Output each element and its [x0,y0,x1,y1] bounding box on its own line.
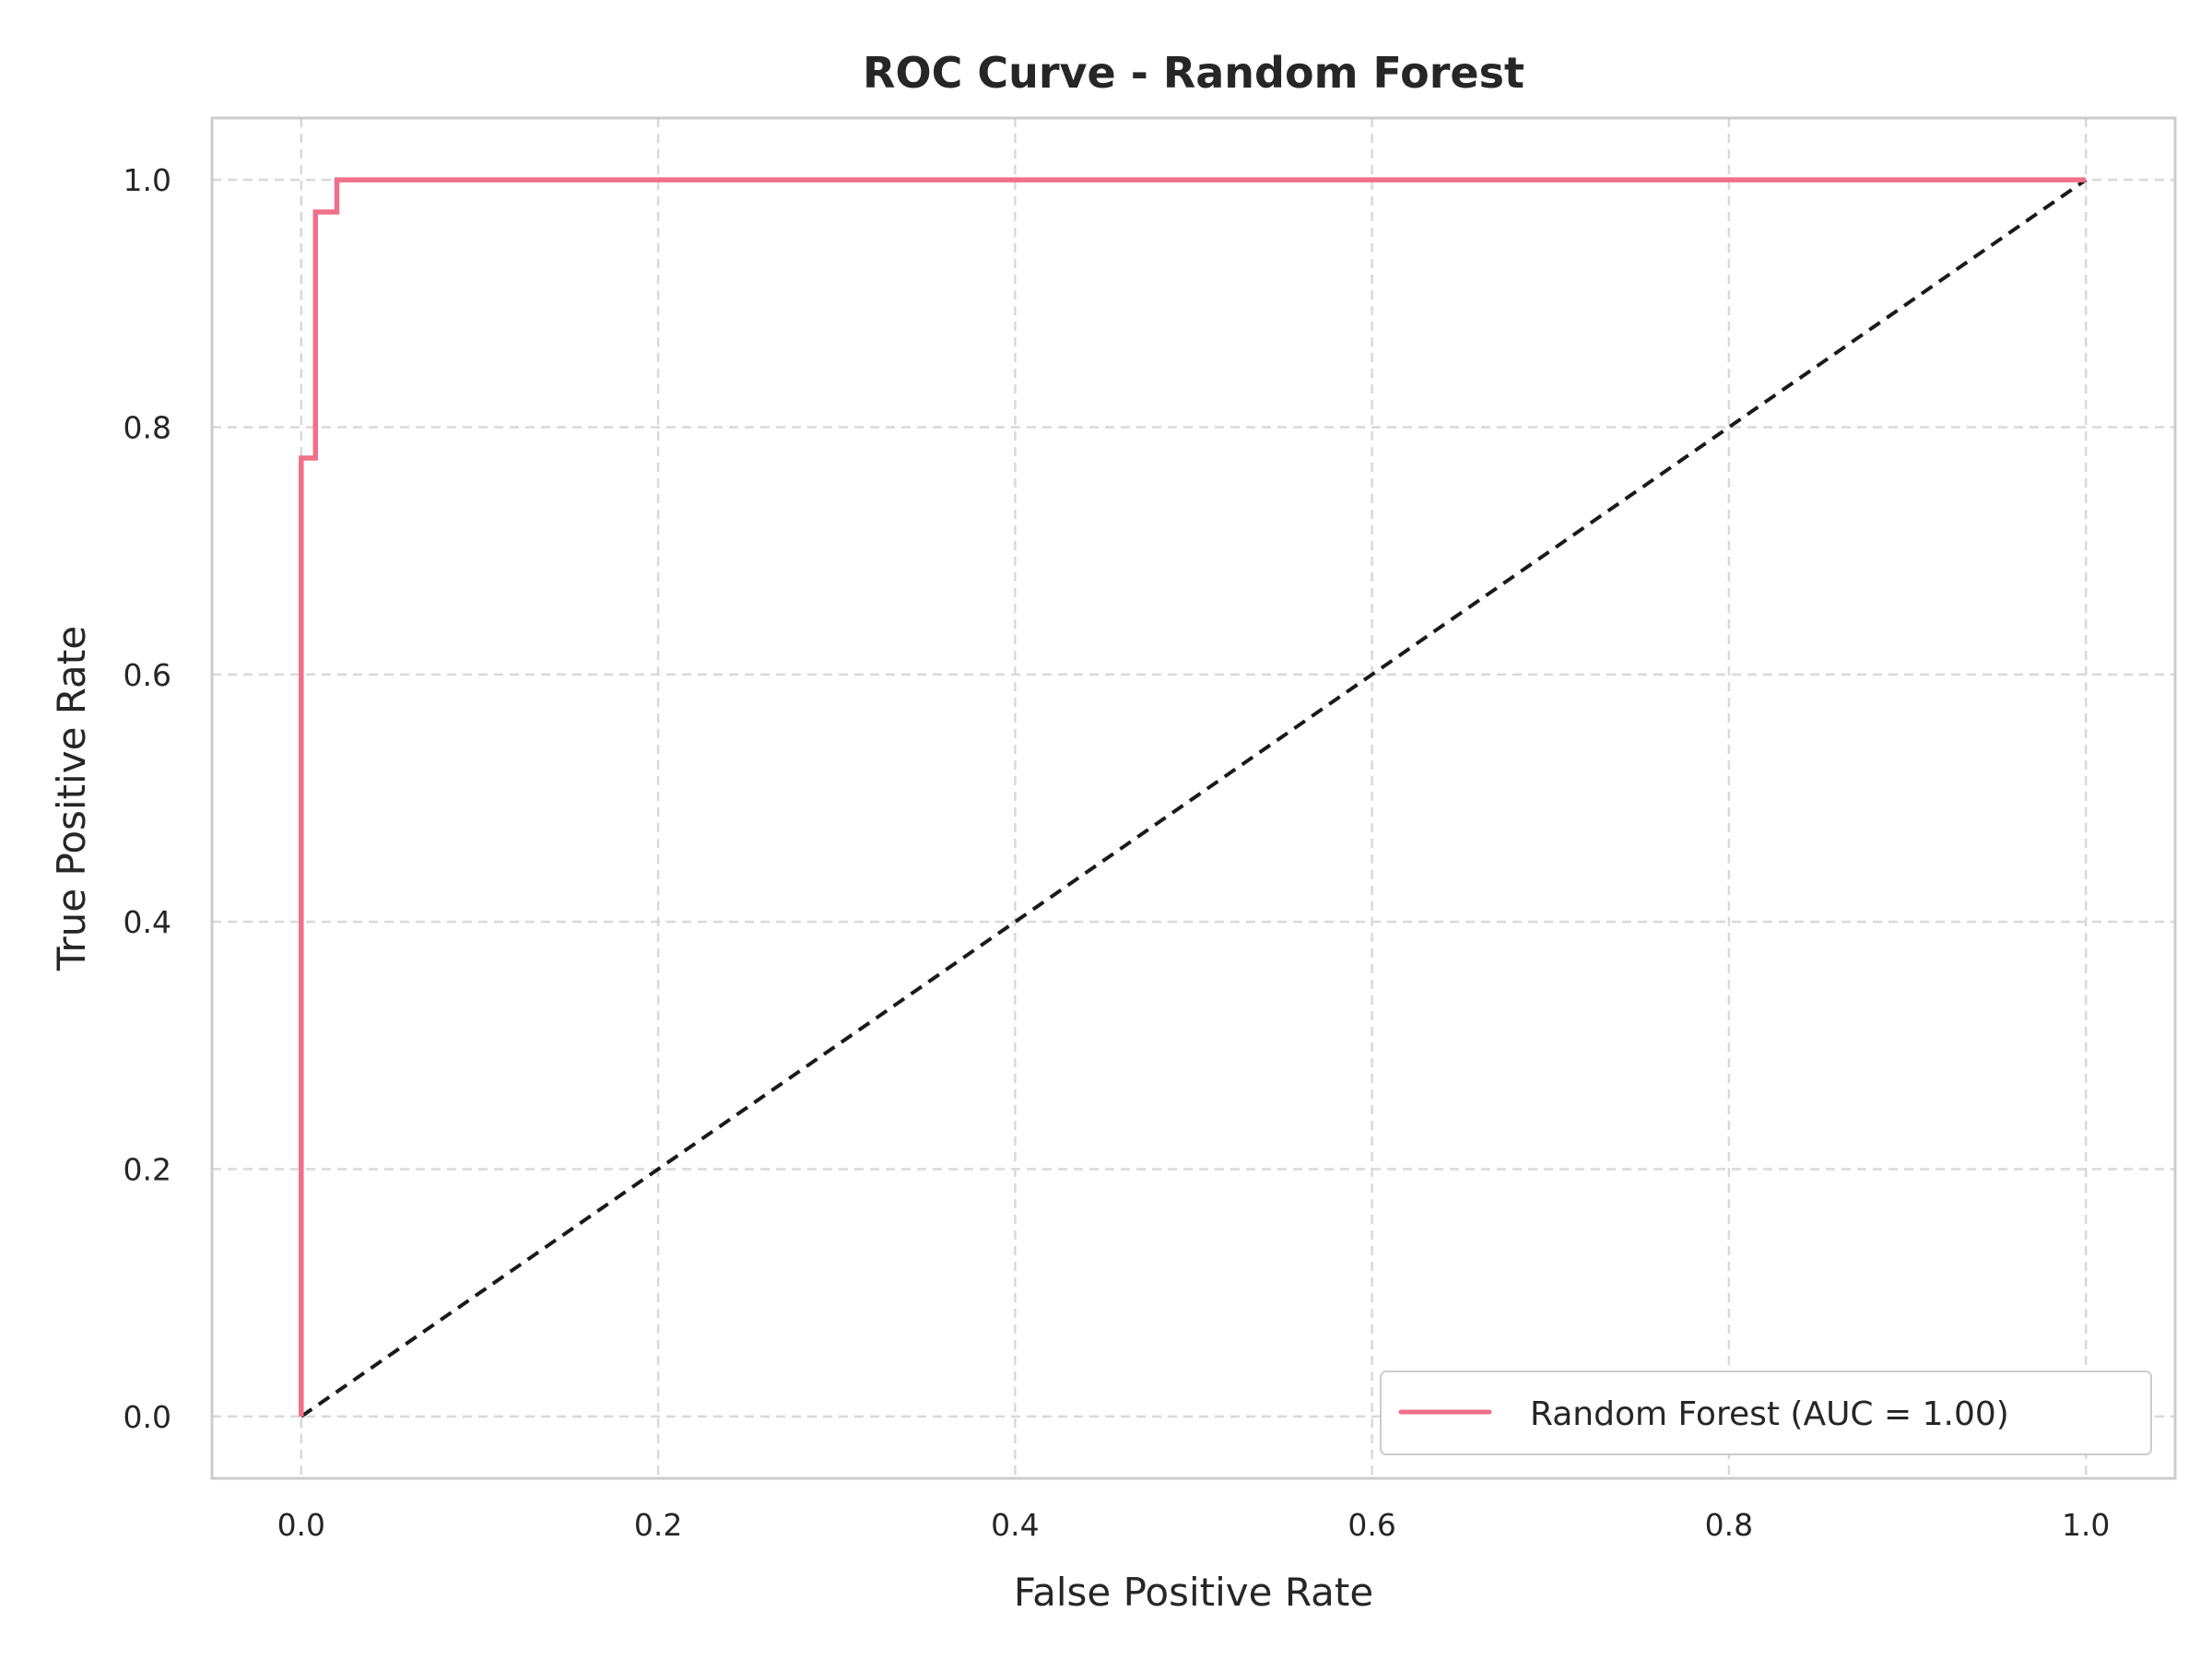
y-tick-label: 0.4 [124,904,171,940]
chart-title: ROC Curve - Random Forest [863,48,1524,98]
x-tick-label: 0.4 [991,1507,1039,1543]
roc-curve-line [299,177,2087,1417]
tick-labels: 0.0 0.2 0.4 0.6 0.8 1.0 0.0 0.2 0.4 0.6 0.8 1.0 [124,162,2111,1543]
x-tick-label: 1.0 [2062,1507,2110,1543]
x-tick-label: 0.6 [1347,1507,1395,1543]
x-tick-label: 0.2 [634,1507,682,1543]
y-tick-label: 0.0 [124,1399,171,1435]
y-tick-label: 0.8 [124,409,171,445]
x-tick-label: 0.0 [277,1507,325,1543]
legend-label: Random Forest (AUC = 1.00) [1530,1395,2009,1433]
legend-box [1380,1371,2152,1455]
legend: Random Forest (AUC = 1.00) [1380,1371,2152,1455]
x-tick-label: 0.8 [1705,1507,1753,1543]
x-axis-label: False Positive Rate [1014,1570,1373,1615]
y-tick-label: 0.2 [124,1152,171,1188]
y-axis-label: True Positive Rate [49,626,94,971]
diagonal-reference-line [300,178,2088,1418]
y-tick-label: 1.0 [124,162,171,198]
plot-frame [210,116,2177,1480]
y-tick-label: 0.6 [124,657,171,693]
series-layer [299,177,2088,1418]
